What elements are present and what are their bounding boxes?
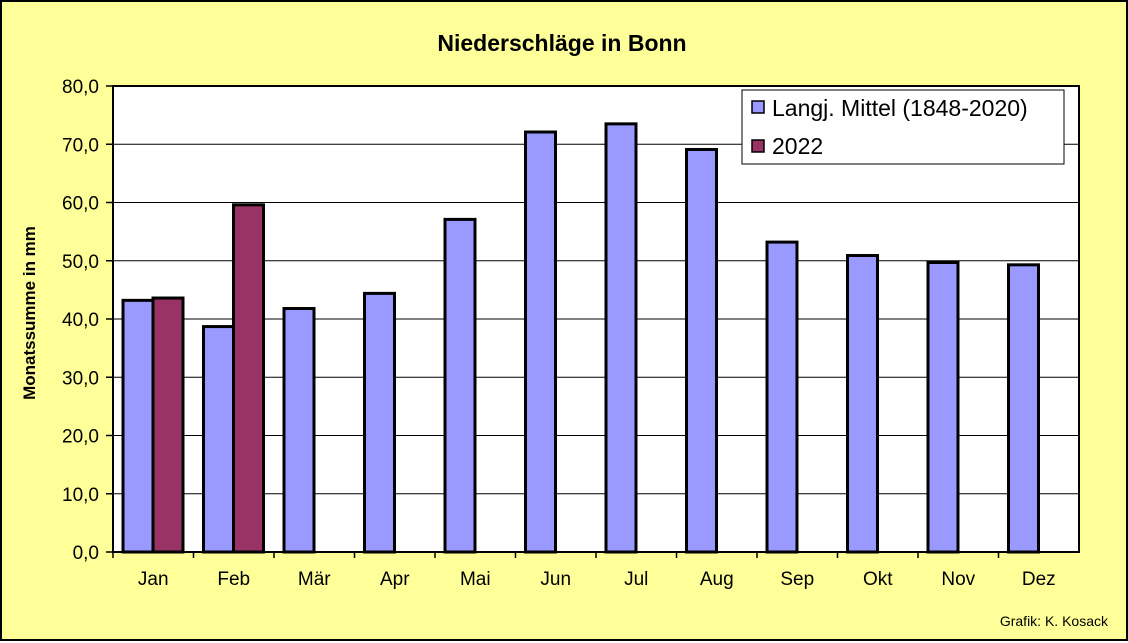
bar-mittel-aug (685, 147, 718, 554)
x-tick-label: Nov (941, 569, 975, 590)
x-tick-label: Apr (380, 569, 410, 590)
legend-box (741, 89, 1065, 165)
bar-mittel-jan (121, 298, 155, 554)
y-tick-label: 40,0 (62, 310, 99, 331)
x-tick-label: Mär (298, 569, 331, 590)
x-tick-label: Jul (624, 569, 648, 590)
x-tick-label: Okt (863, 569, 893, 590)
x-tick-labels: Jan Feb Mär Apr Mai Jun Jul Aug Sep Okt Nov Dez (112, 552, 1056, 590)
y-tick-label: 50,0 (62, 252, 99, 273)
bar-mittel-feb (202, 325, 235, 554)
y-tick-labels: 0,0 10,0 20,0 30,0 40,0 50,0 60,0 70,0 80,0 (62, 77, 99, 564)
legend-swatch-2022 (751, 139, 765, 153)
legend-swatch-mittel (751, 100, 765, 114)
y-tick-label: 80,0 (62, 77, 99, 98)
bar-mittel-jun (524, 130, 557, 554)
y-tick-label: 30,0 (62, 368, 99, 389)
y-tick-label: 0,0 (73, 543, 99, 564)
x-tick-label: Feb (217, 569, 250, 590)
y-tick-label: 70,0 (62, 135, 99, 156)
credit-text: Grafik: K. Kosack (1000, 613, 1109, 629)
y-tick-label: 20,0 (62, 427, 99, 448)
bar-mittel-sep (765, 240, 799, 554)
bar-2022-feb (232, 203, 265, 554)
x-tick-label: Aug (700, 569, 734, 590)
chart-title: Niederschläge in Bonn (437, 30, 686, 56)
bars (121, 122, 1040, 554)
bar-mittel-apr (363, 291, 396, 554)
bar-mittel-mär (282, 307, 316, 554)
bar-mittel-nov (926, 260, 960, 554)
bar-mittel-okt (846, 254, 879, 554)
legend-label-2022: 2022 (772, 133, 823, 159)
bar-mittel-mai (443, 217, 477, 554)
bar-mittel-jul (604, 122, 638, 554)
bar-mittel-dez (1007, 263, 1040, 554)
x-tick-label: Mai (460, 569, 491, 590)
y-axis-title: Monatssumme in mm (20, 226, 39, 400)
x-tick-label: Dez (1022, 569, 1056, 590)
y-tick-label: 60,0 (62, 194, 99, 215)
legend-label-mittel: Langj. Mittel (1848-2020) (772, 95, 1028, 121)
legend: Langj. Mittel (1848-2020) 2022 (741, 89, 1065, 165)
y-tick-label: 10,0 (62, 485, 99, 506)
x-tick-label: Jan (138, 569, 169, 590)
x-tick-label: Jun (540, 569, 571, 590)
bar-2022-jan (151, 296, 185, 554)
x-tick-label: Sep (780, 569, 814, 590)
